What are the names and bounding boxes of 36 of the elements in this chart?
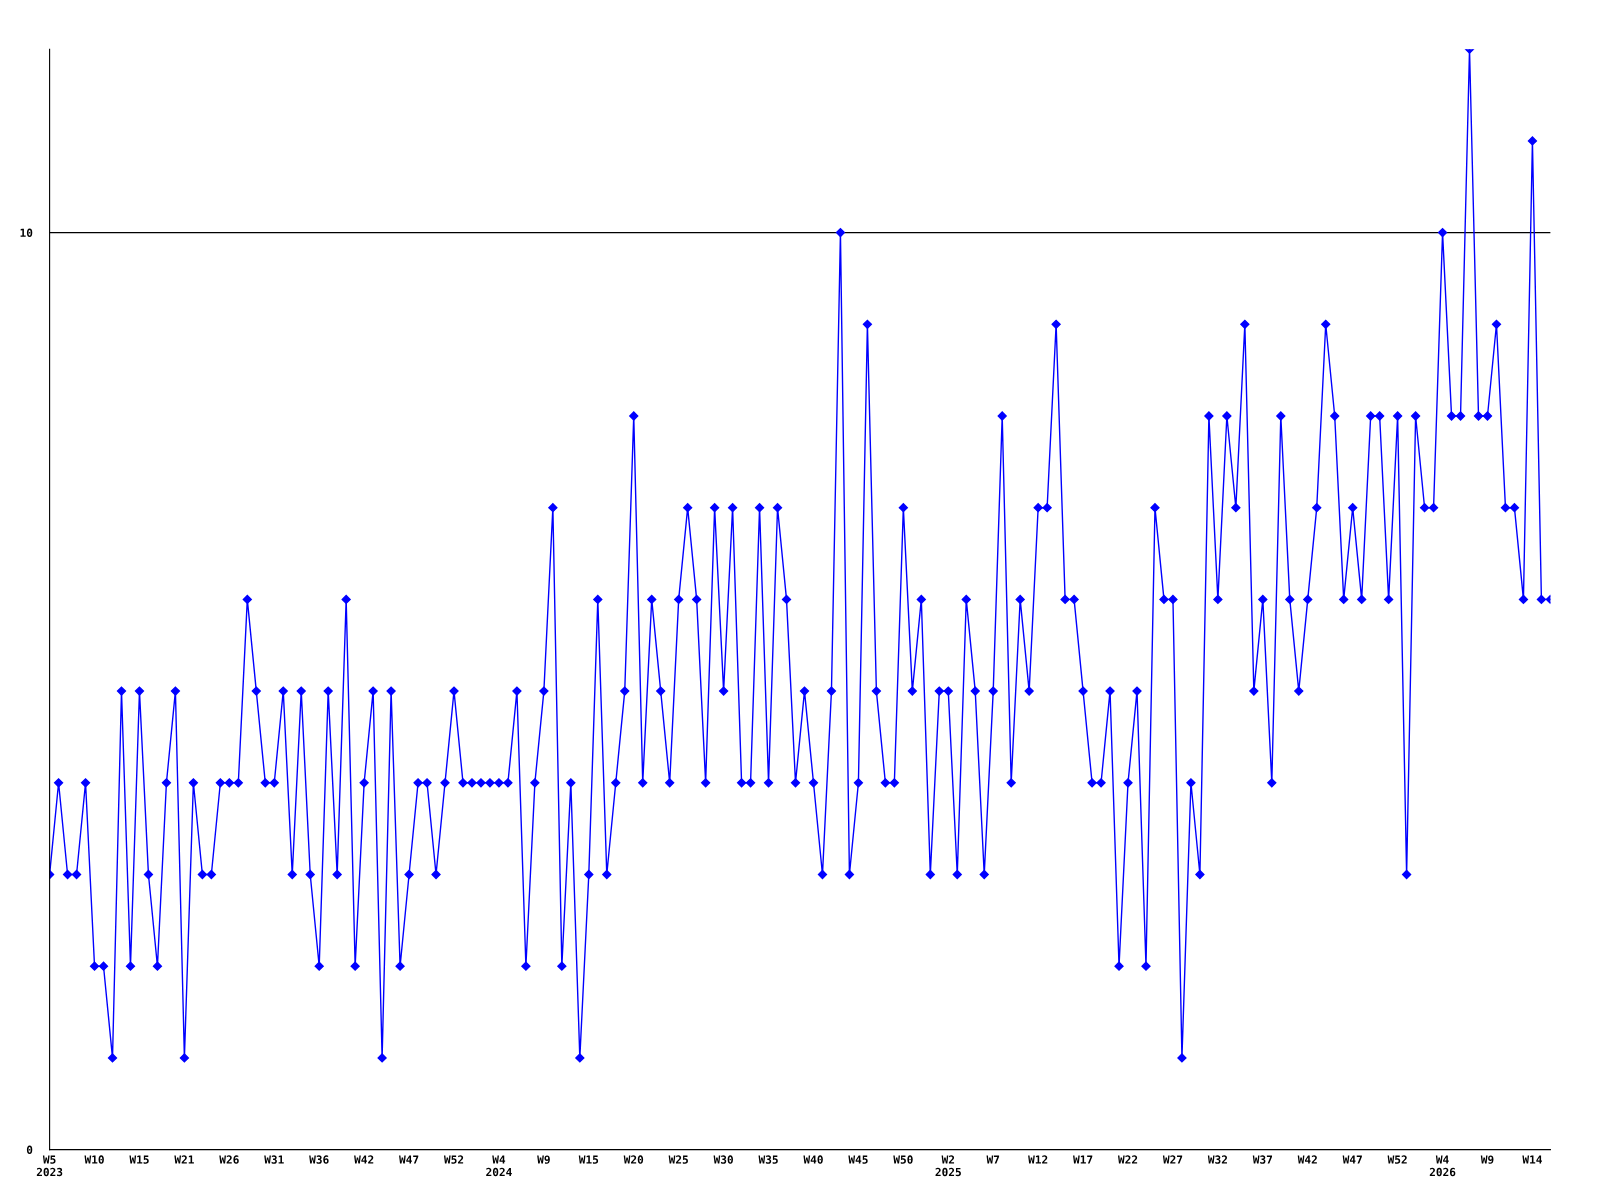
x-tick-label: W4 2026 bbox=[1429, 1155, 1456, 1177]
x-tick-label: W50 bbox=[893, 1155, 913, 1164]
x-tick-label: W7 bbox=[986, 1155, 1000, 1164]
x-tick-label: W47 bbox=[1342, 1155, 1362, 1164]
x-tick-label: W9 bbox=[537, 1155, 550, 1164]
x-tick-label: W36 bbox=[309, 1155, 329, 1164]
x-tick-label: W27 bbox=[1162, 1155, 1183, 1164]
x-tick-label: W42 bbox=[1297, 1155, 1317, 1164]
x-tick-label: W12 bbox=[1028, 1155, 1048, 1164]
x-tick-label: W22 bbox=[1117, 1155, 1138, 1164]
x-tick-label: W31 bbox=[264, 1155, 284, 1164]
x-tick-label: W52 bbox=[443, 1155, 464, 1164]
x-tick-label: W45 bbox=[848, 1155, 868, 1164]
x-tick-label: W2 2025 bbox=[935, 1155, 961, 1177]
x-tick-label: W37 bbox=[1252, 1155, 1273, 1164]
x-tick-label: W9 bbox=[1480, 1155, 1494, 1164]
x-tick-label: W15 bbox=[578, 1155, 599, 1164]
x-tick-label: W25 bbox=[668, 1155, 688, 1164]
x-tick-label: W20 bbox=[623, 1155, 644, 1164]
x-tick-label: W15 bbox=[129, 1155, 149, 1164]
x-tick-label: W30 bbox=[713, 1155, 733, 1164]
x-tick-label: W21 bbox=[174, 1155, 194, 1164]
x-tick-label: W35 bbox=[758, 1155, 778, 1164]
x-tick-label: W47 bbox=[399, 1155, 419, 1164]
x-tick-label: W42 bbox=[354, 1155, 374, 1164]
x-tick-label: W10 bbox=[84, 1155, 104, 1164]
x-tick-label: W17 bbox=[1073, 1155, 1093, 1164]
y-tick-label: 0 bbox=[26, 1145, 33, 1154]
x-tick-label: W14 bbox=[1522, 1155, 1542, 1164]
x-tick-label: W4 2024 bbox=[486, 1155, 512, 1177]
x-tick-label: W40 bbox=[803, 1155, 823, 1164]
x-tick-label: W52 bbox=[1387, 1155, 1407, 1164]
y-tick-label: 10 bbox=[20, 228, 33, 237]
x-tick-label: W32 bbox=[1207, 1155, 1227, 1164]
x-tick-label: W5 2023 bbox=[36, 1155, 63, 1177]
x-tick-label: W26 bbox=[219, 1155, 239, 1164]
